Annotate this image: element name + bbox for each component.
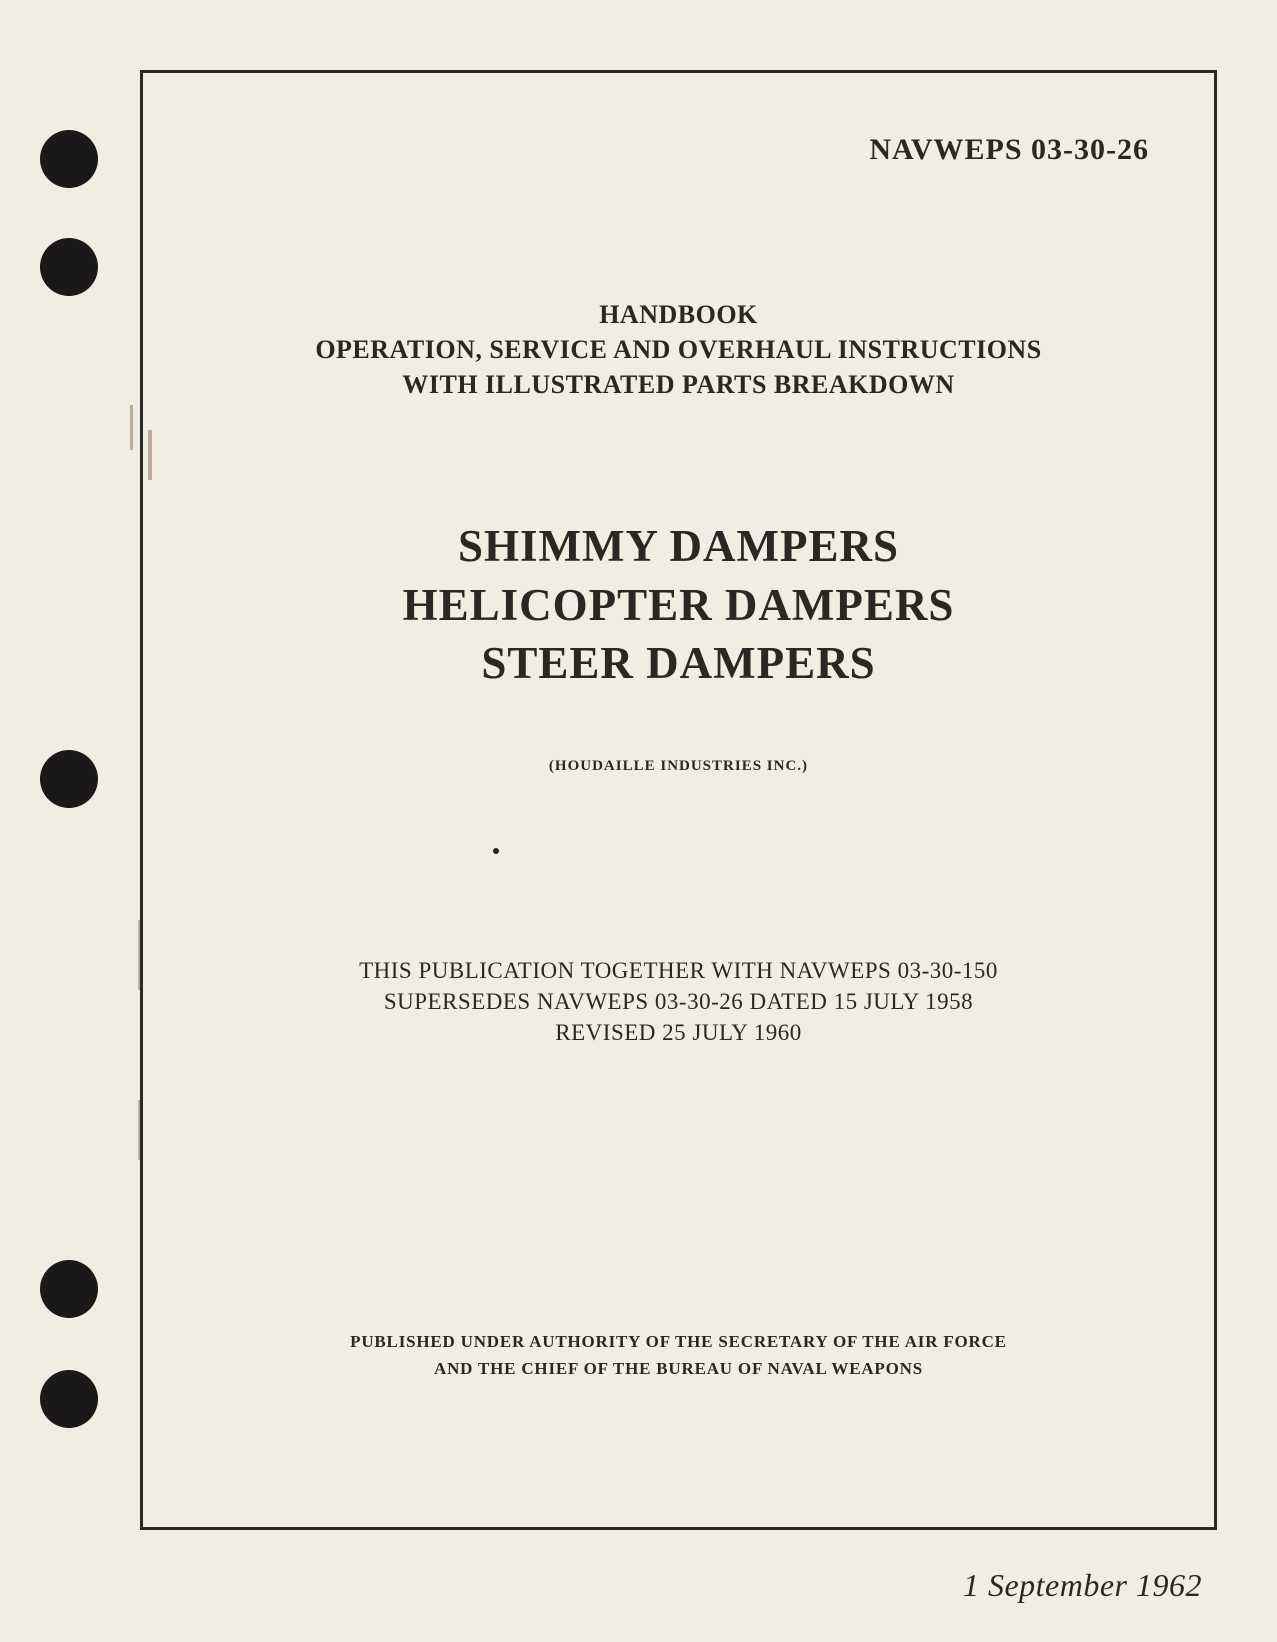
authority-line: AND THE CHIEF OF THE BUREAU OF NAVAL WEA…: [198, 1355, 1159, 1382]
punch-hole: [40, 238, 98, 296]
supersession-notice: THIS PUBLICATION TOGETHER WITH NAVWEPS 0…: [198, 955, 1159, 1048]
supersession-line: REVISED 25 JULY 1960: [198, 1017, 1159, 1048]
handbook-header: HANDBOOK OPERATION, SERVICE AND OVERHAUL…: [198, 297, 1159, 402]
page-container: NAVWEPS 03-30-26 HANDBOOK OPERATION, SER…: [0, 0, 1277, 1642]
punch-hole: [40, 750, 98, 808]
header-line: HANDBOOK: [198, 297, 1159, 332]
header-line: WITH ILLUSTRATED PARTS BREAKDOWN: [198, 367, 1159, 402]
punch-hole: [40, 130, 98, 188]
punch-hole: [40, 1370, 98, 1428]
header-line: OPERATION, SERVICE AND OVERHAUL INSTRUCT…: [198, 332, 1159, 367]
publication-date: 1 September 1962: [963, 1567, 1202, 1604]
dot-mark: [493, 848, 499, 854]
title-line: HELICOPTER DAMPERS: [198, 576, 1159, 635]
manufacturer-label: (HOUDAILLE INDUSTRIES INC.): [198, 758, 1159, 775]
authority-line: PUBLISHED UNDER AUTHORITY OF THE SECRETA…: [198, 1328, 1159, 1355]
main-title: SHIMMY DAMPERS HELICOPTER DAMPERS STEER …: [198, 517, 1159, 693]
authority-statement: PUBLISHED UNDER AUTHORITY OF THE SECRETA…: [198, 1328, 1159, 1382]
supersession-line: THIS PUBLICATION TOGETHER WITH NAVWEPS 0…: [198, 955, 1159, 986]
title-line: SHIMMY DAMPERS: [198, 517, 1159, 576]
title-line: STEER DAMPERS: [198, 634, 1159, 693]
scan-artifact: [130, 405, 133, 450]
punch-hole: [40, 1260, 98, 1318]
document-id: NAVWEPS 03-30-26: [198, 133, 1149, 167]
supersession-line: SUPERSEDES NAVWEPS 03-30-26 DATED 15 JUL…: [198, 986, 1159, 1017]
content-frame: NAVWEPS 03-30-26 HANDBOOK OPERATION, SER…: [140, 70, 1217, 1530]
